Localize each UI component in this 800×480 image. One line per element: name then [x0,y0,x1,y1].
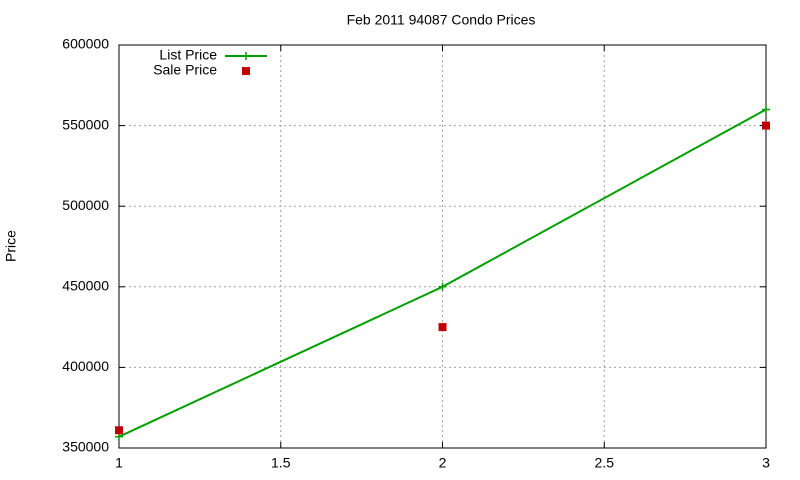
point-marker [438,282,447,291]
x-tick-label: 3 [762,455,770,471]
legend-swatch [242,67,250,75]
x-tick-label: 2.5 [595,455,615,471]
y-tick-label: 400000 [62,358,109,374]
point-marker [438,323,447,332]
plot-border [118,44,767,449]
legend-swatch [242,52,250,60]
point-marker [762,121,770,130]
chart-title: Feb 2011 94087 Condo Prices [347,12,536,28]
legend-label: Sale Price [153,62,217,78]
x-tick-label: 1 [115,455,123,471]
y-tick-label: 500000 [62,197,109,213]
point-marker [762,105,770,114]
series-line [118,108,767,438]
point-marker [115,426,123,435]
y-tick-label: 350000 [62,439,109,455]
y-tick-label: 450000 [62,278,109,294]
x-tick-label: 2 [439,455,447,471]
y-tick-label: 550000 [62,116,109,132]
legend-label: List Price [159,47,217,63]
x-tick-label: 1.5 [271,455,291,471]
y-axis-label: Price [3,230,19,262]
y-tick-label: 600000 [62,36,109,52]
